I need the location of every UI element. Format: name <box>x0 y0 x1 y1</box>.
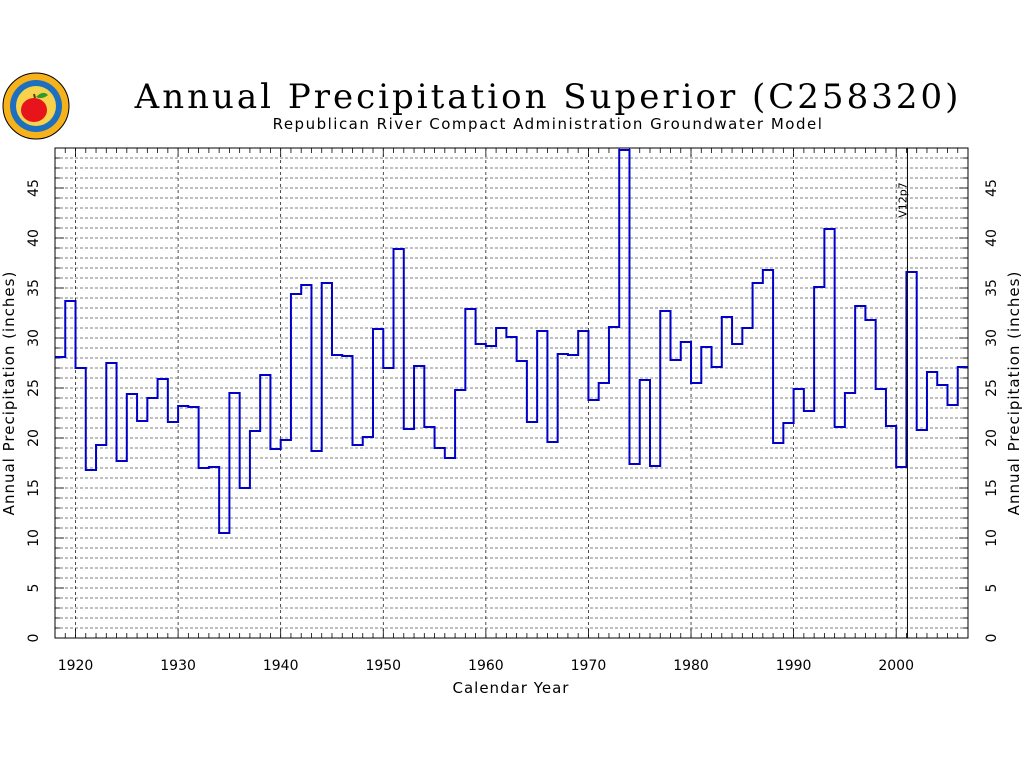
logo-seal <box>2 72 70 140</box>
series-layer <box>55 149 968 534</box>
chart-title: Annual Precipitation Superior (C258320) <box>134 77 962 117</box>
grid <box>55 148 968 638</box>
annotation-layer: V12p7 <box>896 148 909 638</box>
y-tick-label-right: 5 <box>984 584 1000 593</box>
x-tick-label: 1920 <box>58 658 94 674</box>
x-tick-label: 1950 <box>365 658 401 674</box>
y-tick-label-left: 15 <box>26 479 42 497</box>
axis-ticks: 1920 1930 1940 1950 1960 1970 1980 1990 2000 0 0 5 5… <box>26 147 1000 674</box>
y-tick-label-left: 45 <box>26 179 42 197</box>
x-tick-label: 2000 <box>878 658 914 674</box>
y-tick-label-left: 25 <box>26 379 42 397</box>
x-tick-label: 1960 <box>468 658 504 674</box>
y-tick-label-right: 0 <box>984 634 1000 643</box>
series-line <box>55 149 968 534</box>
annotation-label: V12p7 <box>896 182 909 218</box>
y-tick-label-left: 35 <box>26 279 42 297</box>
x-axis-title: Calendar Year <box>453 679 570 697</box>
y-axis-title-left: Annual Precipitation (inches) <box>0 271 18 516</box>
x-tick-label: 1940 <box>263 658 299 674</box>
x-tick-label: 1930 <box>160 658 196 674</box>
y-tick-label-right: 15 <box>984 479 1000 497</box>
x-tick-label: 1970 <box>571 658 607 674</box>
y-axis-title-right: Annual Precipitation (inches) <box>1005 271 1023 516</box>
y-tick-label-left: 5 <box>26 584 42 593</box>
leaf-icon <box>36 92 48 99</box>
y-tick-label-right: 45 <box>984 179 1000 197</box>
y-tick-label-right: 35 <box>984 279 1000 297</box>
y-tick-label-left: 0 <box>26 634 42 643</box>
x-tick-label: 1990 <box>776 658 812 674</box>
y-tick-label-left: 30 <box>26 329 42 347</box>
y-tick-label-left: 40 <box>26 229 42 247</box>
y-tick-label-right: 25 <box>984 379 1000 397</box>
y-tick-label-left: 10 <box>26 529 42 547</box>
y-tick-label-right: 20 <box>984 429 1000 447</box>
plot-frame <box>54 147 969 639</box>
chart-subtitle: Republican River Compact Administration … <box>273 115 824 133</box>
x-tick-label: 1980 <box>673 658 709 674</box>
apple-icon <box>21 98 47 122</box>
y-tick-label-left: 20 <box>26 429 42 447</box>
y-tick-label-right: 10 <box>984 529 1000 547</box>
y-tick-label-right: 30 <box>984 329 1000 347</box>
y-tick-label-right: 40 <box>984 229 1000 247</box>
